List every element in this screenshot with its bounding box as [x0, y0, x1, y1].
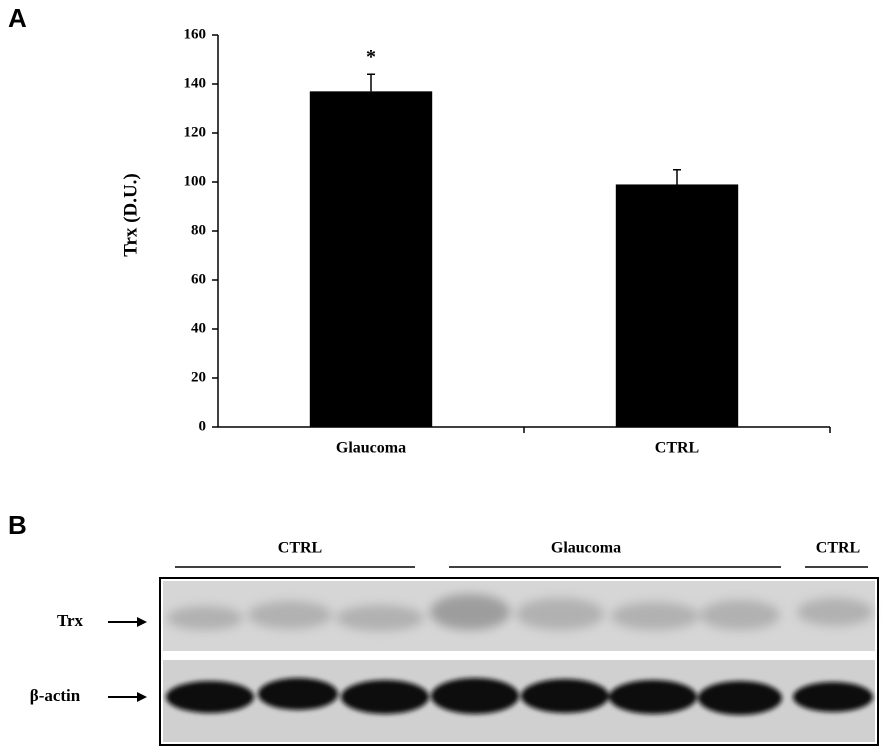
- plot: 0 20 40 60 80 100 120 140 160 Glaucoma CTRL *: [184, 26, 831, 457]
- error-bar: [367, 73, 375, 92]
- bar: [615, 184, 739, 427]
- row-label: Trx: [57, 611, 84, 630]
- y-tick-label: 0: [199, 418, 207, 434]
- x-tick-label: CTRL: [655, 440, 699, 457]
- panel-label: B: [8, 510, 27, 540]
- y-tick-label: 160: [184, 26, 207, 42]
- group-label: Glaucoma: [551, 540, 621, 557]
- y-tick-label: 100: [184, 173, 207, 189]
- annotation: *: [366, 46, 376, 68]
- y-tick-label: 80: [191, 222, 206, 238]
- y-tick-label: 20: [191, 369, 206, 385]
- y-tick-label: 60: [191, 271, 206, 287]
- error-bar: [673, 169, 681, 185]
- actin-bands: [166, 678, 873, 715]
- group-label: CTRL: [816, 540, 860, 557]
- y-tick-label: 140: [184, 75, 207, 91]
- row-label: β-actin: [30, 686, 81, 705]
- y-tick-label: 40: [191, 320, 206, 336]
- blot: CTRL Glaucoma CTRL Trx β-actin: [30, 540, 879, 746]
- x-tick-label: Glaucoma: [336, 440, 406, 457]
- arrow-head: [137, 692, 147, 702]
- group-label: CTRL: [278, 540, 322, 557]
- y-axis-label: Trx (D.U.): [120, 173, 141, 257]
- y-tick-label: 120: [184, 124, 207, 140]
- bar: [309, 91, 433, 427]
- arrow-head: [137, 617, 147, 627]
- trx-bands: [167, 594, 873, 631]
- panel-label: A: [8, 3, 27, 33]
